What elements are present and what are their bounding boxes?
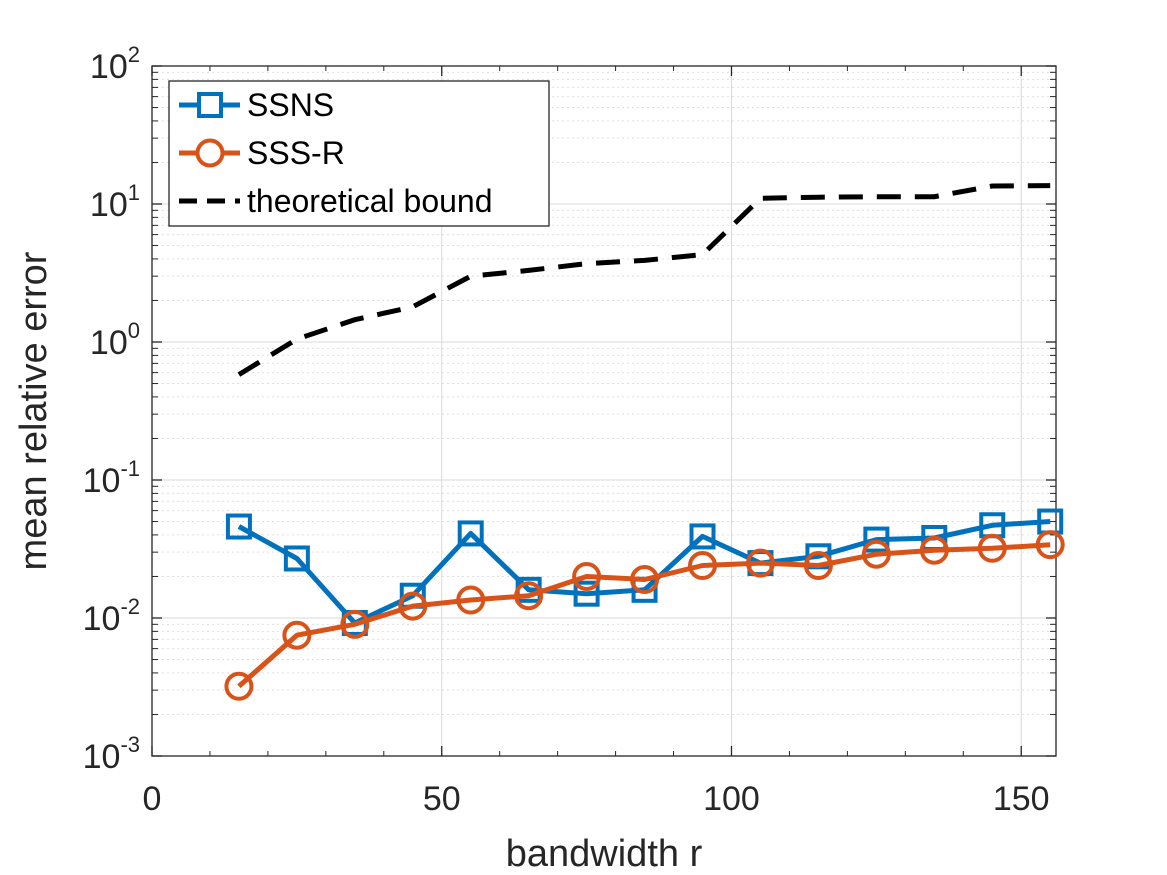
legend-marker-ssns [197, 92, 223, 118]
data-point [572, 561, 602, 591]
data-point [977, 533, 1007, 563]
x-tick-label: 50 [423, 780, 461, 818]
series-line-theoretical-bound [237, 183, 1051, 377]
legend-label-theoretical-bound: theoretical bound [247, 183, 493, 219]
data-point [457, 520, 484, 547]
y-tick-label: 10-3 [83, 732, 140, 776]
y-tick-label: 10-1 [83, 456, 140, 500]
axes [151, 65, 1057, 757]
data-point [398, 591, 428, 621]
y-tick-label: 100 [90, 318, 140, 362]
data-point [803, 551, 833, 581]
legend-label-ssns: SSNS [247, 87, 334, 123]
data-point [514, 581, 544, 611]
data-point [340, 609, 370, 639]
data-point [573, 580, 600, 607]
legend-marker-sss-r [195, 138, 225, 168]
x-axis-label: bandwidth r [506, 833, 703, 875]
y-tick-label: 102 [90, 42, 140, 86]
data-point [745, 548, 775, 578]
data-point [863, 526, 890, 553]
data-point [689, 523, 716, 550]
series-line-ssns [237, 519, 1051, 626]
data-point [282, 620, 312, 650]
x-tick-label: 100 [703, 780, 760, 818]
data-point [919, 535, 949, 565]
data-point [283, 545, 310, 572]
data-point [1035, 530, 1065, 560]
y-tick-label: 101 [90, 180, 140, 224]
data-point [456, 585, 486, 615]
y-tick-label: 10-2 [83, 594, 140, 638]
axes-frame [151, 65, 1057, 757]
data-point [630, 565, 660, 595]
series-layer [224, 183, 1065, 701]
x-tick-label: 150 [993, 780, 1050, 818]
y-axis-label: mean relative error [13, 251, 55, 570]
x-tick-label: 0 [143, 780, 162, 818]
legend: SSNS SSS-R theoretical bound [168, 80, 550, 227]
series-line-sss-r [237, 542, 1051, 689]
data-point [225, 513, 252, 540]
data-point [224, 671, 254, 701]
data-point [861, 539, 891, 569]
tick-labels: 10-3 10-2 10-1 100 101 102 0 50 100 150 [83, 42, 1050, 818]
data-point [688, 551, 718, 581]
legend-label-sss-r: SSS-R [247, 135, 345, 171]
